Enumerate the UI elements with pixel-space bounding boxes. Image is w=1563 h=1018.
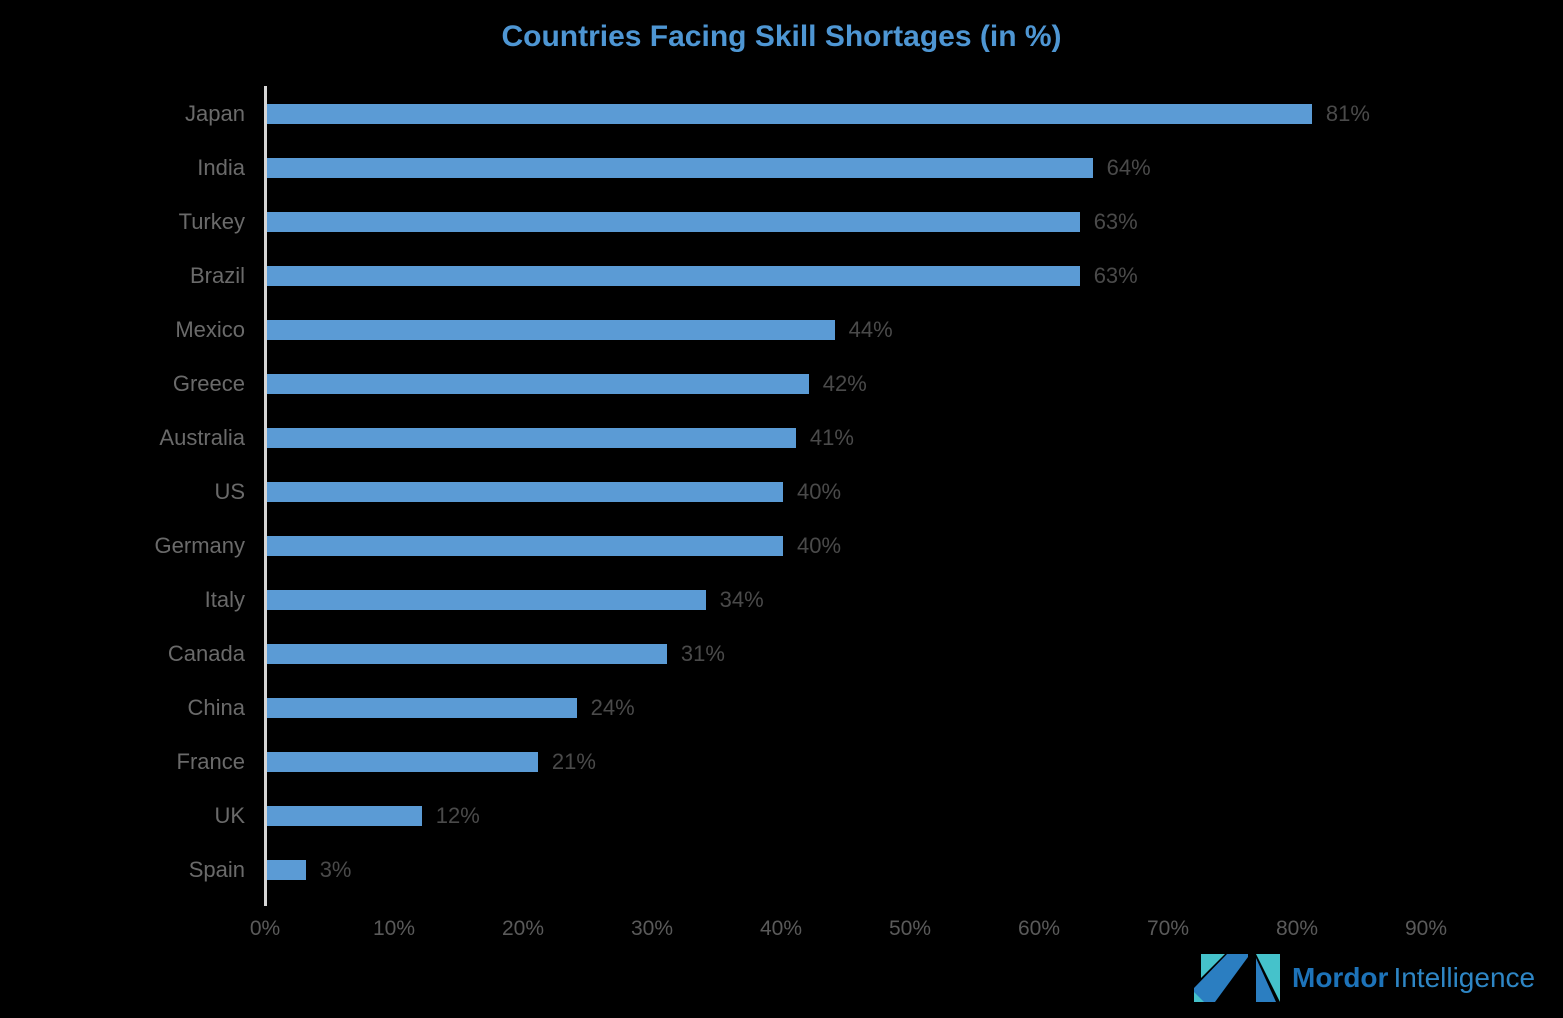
x-tick-label: 90% <box>1404 917 1448 940</box>
bar <box>267 374 809 394</box>
bar-row: Brazil 63% <box>0 249 1563 303</box>
bar <box>267 752 538 772</box>
value-label: 3% <box>319 857 352 882</box>
category-label: Brazil <box>189 263 245 288</box>
value-label: 24% <box>590 695 635 720</box>
bar-row: Greece 42% <box>0 357 1563 411</box>
bar-row: Japan 81% <box>0 87 1563 141</box>
value-label: 44% <box>848 317 893 342</box>
bar-row: India 64% <box>0 141 1563 195</box>
logo-text: Mordor Intelligence <box>1292 962 1535 994</box>
bar-track: 81% <box>267 101 1428 127</box>
x-tick-label: 20% <box>501 917 545 940</box>
bar-track: 24% <box>267 695 1428 721</box>
value-label: 34% <box>719 587 764 612</box>
bar <box>267 212 1080 232</box>
category-label: US <box>214 479 245 504</box>
bar-track: 12% <box>267 803 1428 829</box>
bar-track: 63% <box>267 263 1428 289</box>
bar <box>267 590 706 610</box>
category-label: Greece <box>172 371 245 396</box>
value-label: 21% <box>551 749 596 774</box>
bar-track: 3% <box>267 857 1428 883</box>
value-label: 40% <box>796 479 842 504</box>
bar-track: 63% <box>267 209 1428 235</box>
bar-row: Australia 41% <box>0 411 1563 465</box>
logo-text-mordor: Mordor <box>1292 962 1389 993</box>
x-axis-ticks: 0% 10% 20% 30% 40% 50% 60% 70% 80% 90% <box>0 915 1563 943</box>
bar-row: Turkey 63% <box>0 195 1563 249</box>
value-label: 12% <box>435 803 480 828</box>
bar <box>267 482 783 502</box>
x-tick-label: 10% <box>372 917 416 940</box>
bar-row: France 21% <box>0 735 1563 789</box>
bar-track: 40% <box>267 479 1428 505</box>
bar <box>267 266 1080 286</box>
bar-row: Mexico 44% <box>0 303 1563 357</box>
bar-track: 44% <box>267 317 1428 343</box>
y-axis-line <box>264 86 267 906</box>
bar-track: 64% <box>267 155 1428 181</box>
x-tick-label: 70% <box>1146 917 1190 940</box>
bar-track: 34% <box>267 587 1428 613</box>
bar-row: UK 12% <box>0 789 1563 843</box>
bar-track: 41% <box>267 425 1428 451</box>
category-label: Mexico <box>175 317 245 342</box>
x-tick-label: 0% <box>249 917 281 940</box>
bar-rows: Japan 81% India 64% Turkey 63% Brazil 63% Mexico… <box>0 87 1563 897</box>
bar-row: Germany 40% <box>0 519 1563 573</box>
value-label: 81% <box>1325 101 1370 126</box>
x-tick-label: 30% <box>630 917 674 940</box>
category-label: Germany <box>154 533 245 558</box>
bar <box>267 860 306 880</box>
category-label: Canada <box>167 641 245 666</box>
bar-row: China 24% <box>0 681 1563 735</box>
value-label: 42% <box>822 371 867 396</box>
value-label: 63% <box>1093 209 1138 234</box>
x-tick-label: 60% <box>1017 917 1061 940</box>
value-label: 41% <box>809 425 854 450</box>
value-label: 63% <box>1093 263 1138 288</box>
mordor-intelligence-m-icon <box>1194 954 1280 1002</box>
x-tick-label: 50% <box>888 917 932 940</box>
bar-track: 40% <box>267 533 1428 559</box>
bar-track: 31% <box>267 641 1428 667</box>
category-label: Japan <box>185 101 245 126</box>
bar-row: Canada 31% <box>0 627 1563 681</box>
category-label: France <box>176 749 245 774</box>
category-label: Italy <box>204 587 245 612</box>
chart-title: Countries Facing Skill Shortages (in %) <box>501 20 1062 53</box>
bar <box>267 536 783 556</box>
bar-row: Italy 34% <box>0 573 1563 627</box>
mordor-intelligence-logo: Mordor Intelligence <box>1194 950 1535 1006</box>
bar <box>267 428 796 448</box>
category-label: Turkey <box>178 209 245 234</box>
value-label: 64% <box>1106 155 1151 180</box>
bar-row: US 40% <box>0 465 1563 519</box>
bar <box>267 698 577 718</box>
category-label: UK <box>214 803 245 828</box>
x-tick-label: 80% <box>1275 917 1319 940</box>
value-label: 40% <box>796 533 842 558</box>
bar-track: 42% <box>267 371 1428 397</box>
bar <box>267 320 835 340</box>
x-tick-label: 40% <box>759 917 803 940</box>
category-label: India <box>197 155 245 180</box>
bar-track: 21% <box>267 749 1428 775</box>
bar <box>267 104 1312 124</box>
logo-text-intelligence: Intelligence <box>1393 962 1536 993</box>
bar-row: Spain 3% <box>0 843 1563 897</box>
bar <box>267 158 1093 178</box>
value-label: 31% <box>680 641 725 666</box>
bar <box>267 644 667 664</box>
category-label: Australia <box>159 425 245 450</box>
category-label: Spain <box>188 857 245 882</box>
category-label: China <box>187 695 245 720</box>
bar <box>267 806 422 826</box>
